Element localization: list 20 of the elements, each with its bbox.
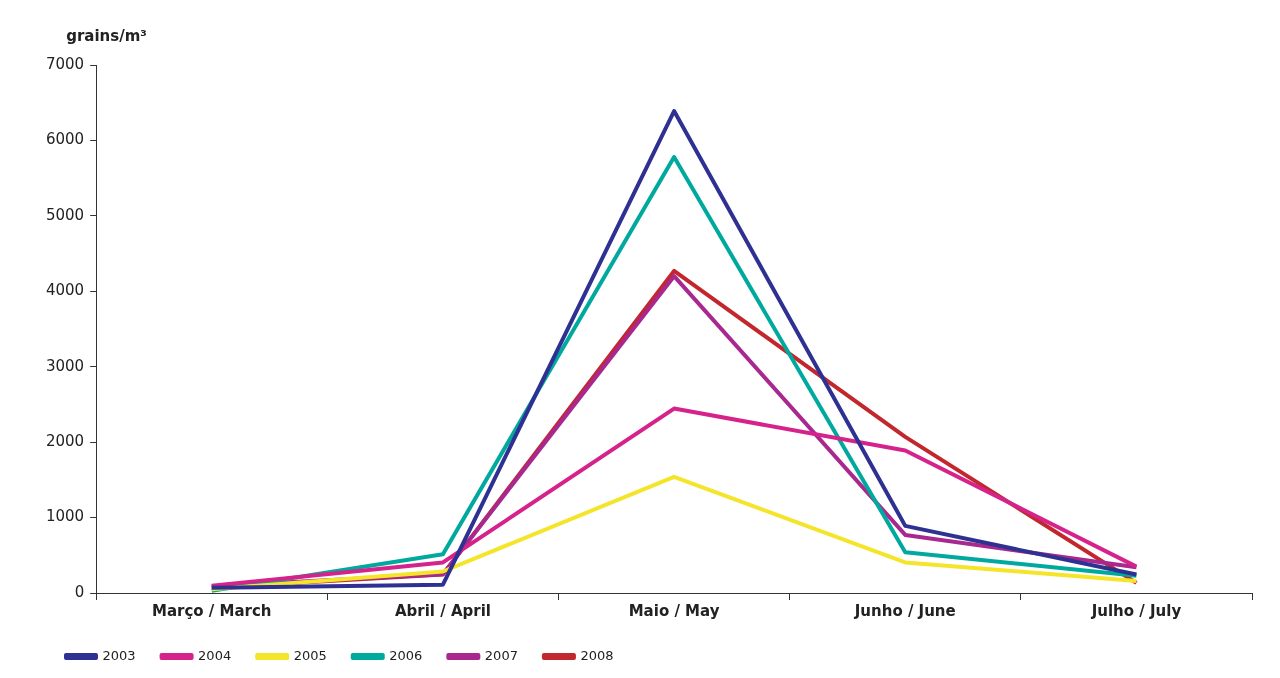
legend-label: 2004	[198, 647, 232, 663]
x-tick-label: Abril / April	[394, 601, 491, 620]
x-tick-label: Maio / May	[628, 601, 720, 620]
y-tick-label: 2000	[45, 432, 85, 451]
legend-label: 2007	[484, 647, 518, 663]
legend-label: 2008	[580, 647, 614, 663]
y-tick-label: 0	[74, 582, 85, 601]
x-tick-label: Junho / June	[853, 601, 956, 620]
y-tick-label: 7000	[45, 54, 85, 73]
y-tick-label: 1000	[45, 507, 85, 526]
legend-label: 2005	[293, 647, 327, 663]
legend-label: 2006	[389, 647, 423, 663]
y-tick-label: 5000	[45, 205, 85, 224]
y-tick-label: 3000	[45, 356, 85, 375]
x-tick-label: Março / March	[151, 601, 272, 620]
y-tick-label: 4000	[45, 281, 85, 300]
legend-label: 2003	[102, 647, 136, 663]
y-tick-label: 6000	[45, 130, 85, 149]
y-axis-title: grains/m³	[66, 27, 147, 46]
x-tick-label: Julho / July	[1090, 601, 1182, 620]
